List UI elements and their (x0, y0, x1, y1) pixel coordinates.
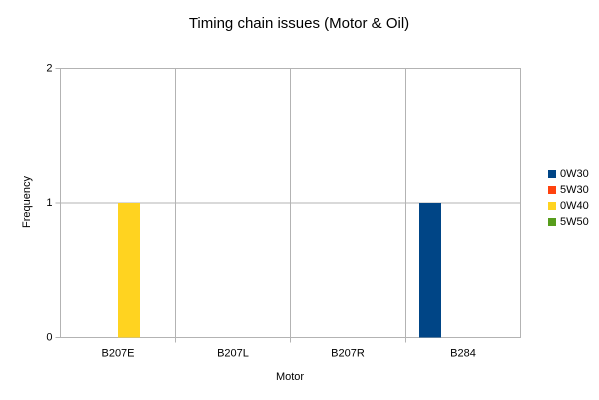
y-tick-label: 1 (46, 197, 52, 209)
y-axis-label: Frequency (21, 176, 33, 228)
legend-swatch (548, 186, 556, 194)
bar (419, 203, 441, 338)
y-tick-label: 2 (46, 62, 52, 74)
bar (118, 203, 140, 338)
legend-swatch (548, 218, 556, 226)
x-tick-label: B207R (331, 347, 365, 359)
y-tick-label: 0 (46, 331, 52, 343)
legend-swatch (548, 170, 556, 178)
x-tick-label: B207L (217, 347, 249, 359)
legend-label: 5W50 (560, 216, 589, 228)
x-tick-label: B284 (450, 347, 476, 359)
x-tick-label: B207E (101, 347, 134, 359)
legend-label: 5W30 (560, 184, 589, 196)
legend-swatch (548, 202, 556, 210)
legend-label: 0W40 (560, 200, 589, 212)
chart-title: Timing chain issues (Motor & Oil) (189, 15, 409, 32)
legend-label: 0W30 (560, 168, 589, 180)
x-axis-label: Motor (276, 371, 304, 383)
